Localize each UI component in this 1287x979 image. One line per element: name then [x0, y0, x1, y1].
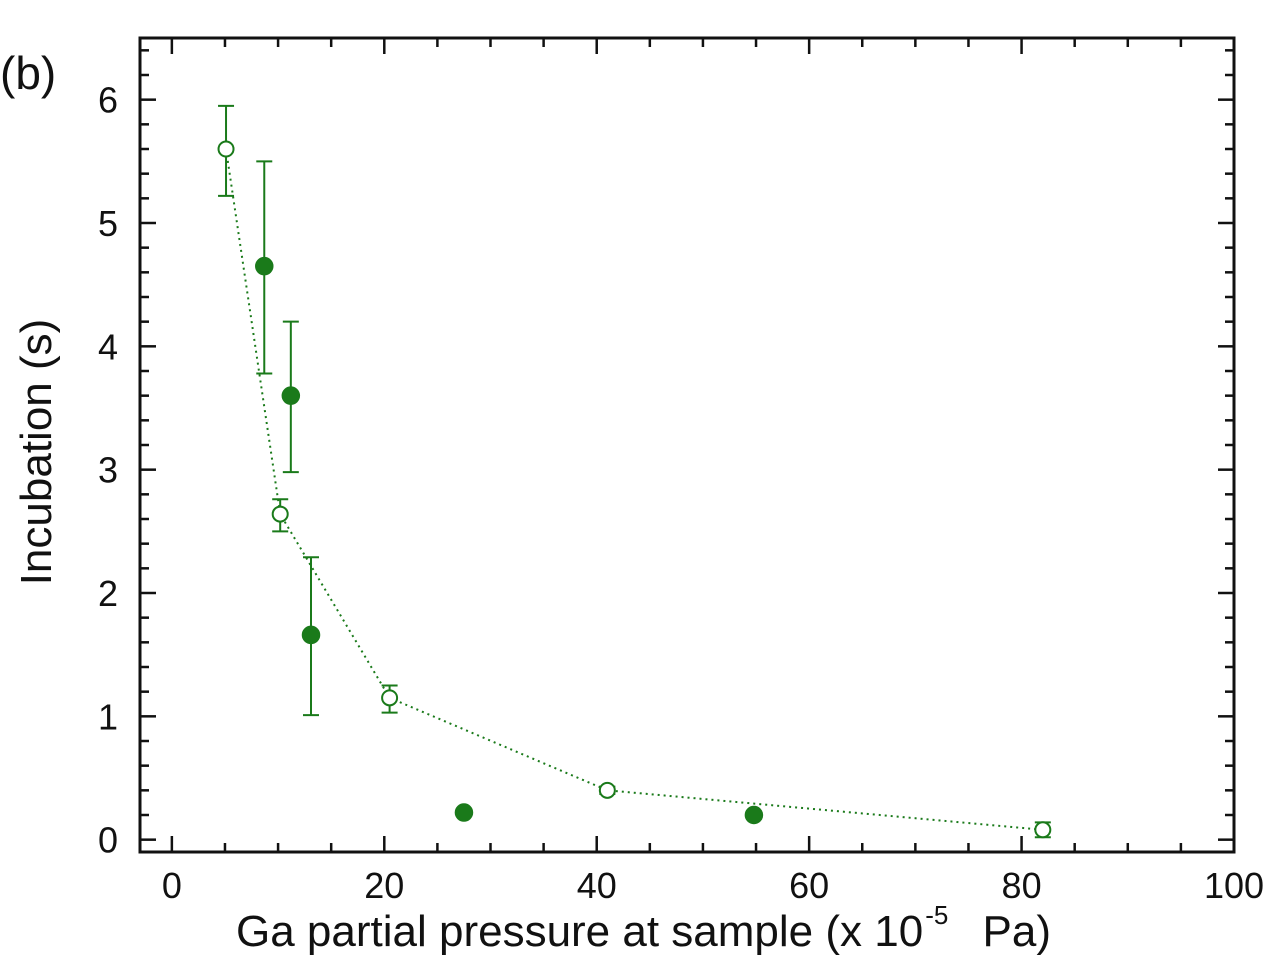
axis-tick-labels: 0 20 40 60 80 100 0 1 2 3 4 5 6 [98, 80, 1264, 906]
series-0-line [225, 148, 1043, 831]
data-markers [217, 140, 1052, 839]
data-point-open [271, 505, 289, 523]
x-tick-label: 20 [364, 865, 404, 906]
error-bars [218, 104, 1051, 839]
y-tick-label: 2 [98, 573, 118, 614]
data-point-filled [301, 625, 321, 645]
y-tick-label: 3 [98, 450, 118, 491]
y-tick-label: 0 [98, 820, 118, 861]
x-tick-label: 0 [162, 865, 182, 906]
y-tick-label: 4 [98, 326, 118, 367]
data-point-open [381, 689, 399, 707]
series-lines [225, 148, 1043, 831]
data-point-filled [281, 386, 301, 405]
y-tick-label: 1 [98, 696, 118, 737]
x-tick-label: 40 [577, 865, 617, 906]
y-axis-label: Incubation (s) [12, 318, 61, 586]
axis-ticks [140, 38, 1236, 852]
data-point-filled [744, 805, 764, 825]
data-point-open [598, 781, 616, 799]
x-tick-label: 60 [789, 865, 829, 906]
data-point-open [217, 140, 235, 158]
panel-label: (b) [0, 47, 57, 99]
data-point-open [1034, 821, 1052, 839]
plot-frame [138, 36, 1236, 854]
x-axis-label-main: Ga partial pressure at sample (x 10 [235, 907, 924, 956]
x-axis-label: Ga partial pressure at sample (x 10-5 Pa… [0, 902, 1287, 956]
data-point-filled [255, 256, 274, 276]
x-axis-label-unit: Pa) [970, 907, 1052, 956]
x-tick-label: 80 [1002, 865, 1042, 906]
x-axis-label-exponent: -5 [925, 900, 949, 930]
data-point-filled [454, 803, 474, 822]
y-tick-label: 5 [98, 203, 118, 244]
y-tick-label: 6 [98, 80, 118, 121]
x-tick-label: 100 [1204, 865, 1264, 906]
